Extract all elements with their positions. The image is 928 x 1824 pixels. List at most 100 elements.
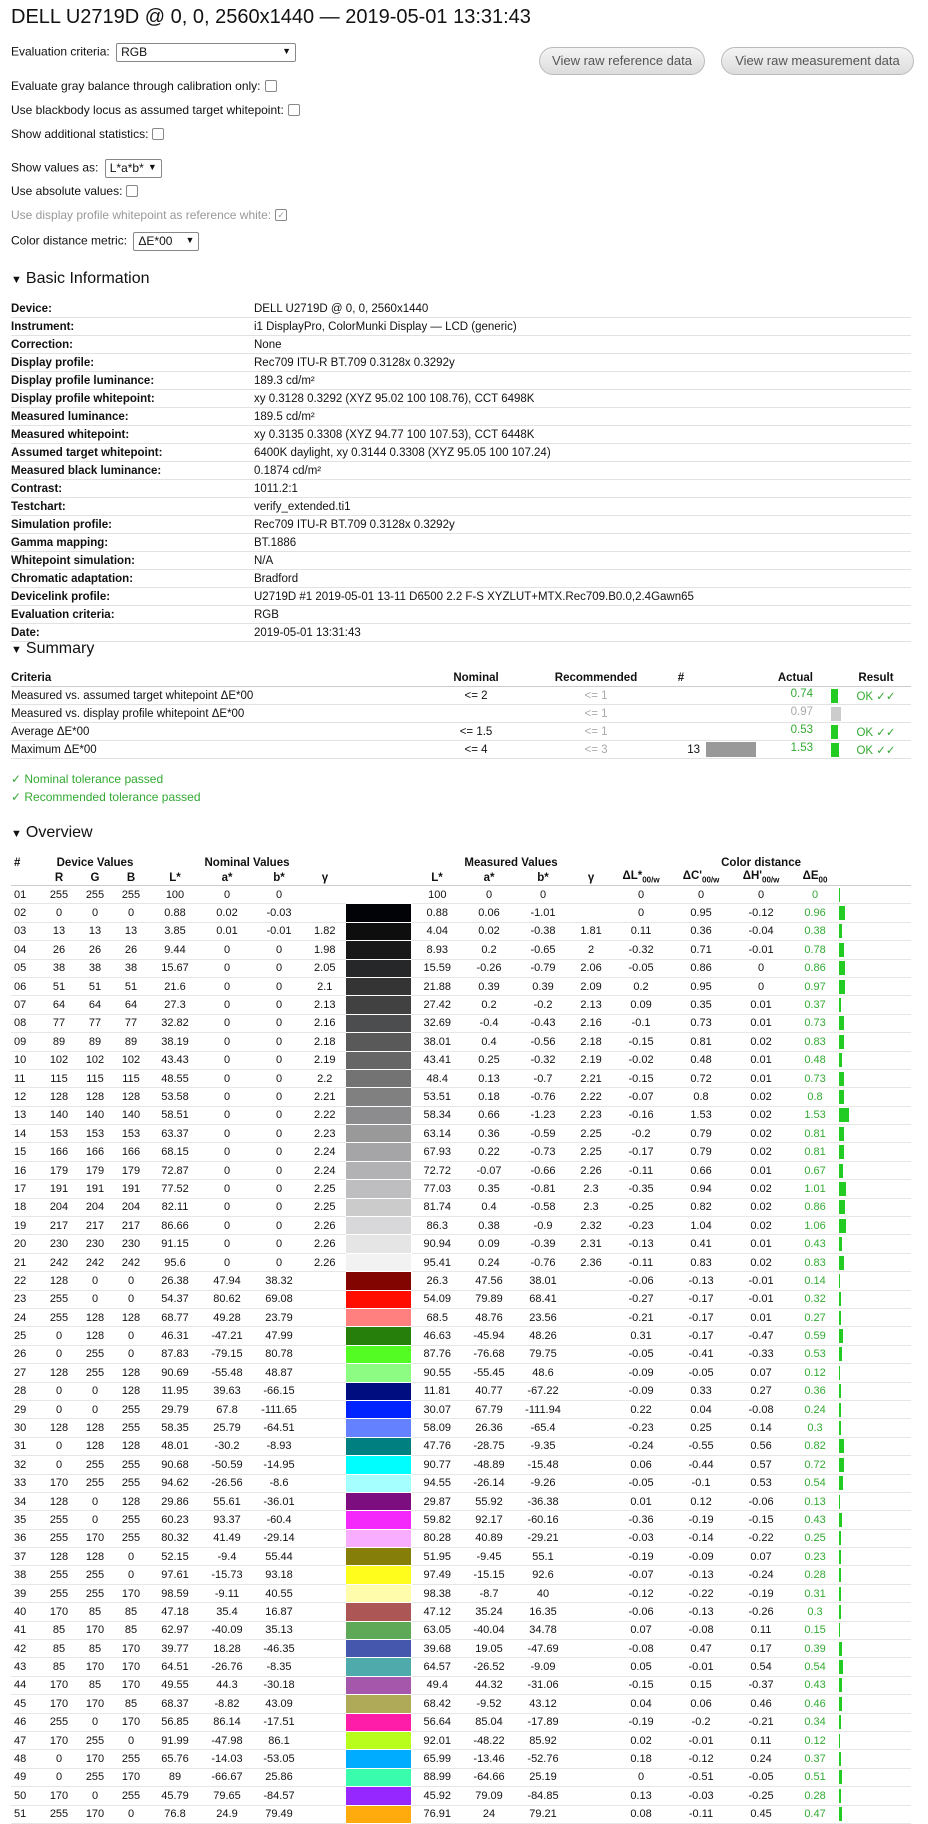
delta-e-bar-cell xyxy=(839,1363,912,1383)
nominal-gamma: 2.26 xyxy=(305,1253,346,1273)
info-value: 1011.2:1 xyxy=(254,479,911,498)
additional-stats-checkbox[interactable] xyxy=(152,127,165,140)
summary-count xyxy=(656,704,706,723)
measured-a: -48.89 xyxy=(463,1455,516,1475)
delta-l: -0.19 xyxy=(611,1713,672,1732)
delta-e: 1.06 xyxy=(791,1216,840,1236)
nominal-a: 0 xyxy=(201,1216,253,1236)
nominal-gamma xyxy=(305,1676,346,1696)
delta-e: 0.51 xyxy=(791,1768,840,1788)
info-value: xy 0.3128 0.3292 (XYZ 95.02 100 108.76),… xyxy=(254,389,911,408)
delta-e-bar-cell xyxy=(839,1216,912,1236)
measured-gamma xyxy=(571,1786,612,1806)
measured-b: 68.41 xyxy=(515,1290,572,1309)
measured-l: 87.76 xyxy=(411,1345,464,1365)
nominal-b: 0 xyxy=(253,885,305,905)
show-values-select[interactable]: L*a*b* ▼ xyxy=(104,159,162,178)
color-distance-metric-control: Color distance metric: ΔE*00 ▼ xyxy=(11,232,200,251)
overview-row: 08 77 77 77 32.82 0 0 2.16 32.69 -0.4 -0.43 2.16 -0.… xyxy=(11,1013,912,1034)
delta-c: -0.13 xyxy=(671,1565,732,1585)
nominal-l: 90.68 xyxy=(149,1455,201,1475)
nominal-l: 65.76 xyxy=(149,1749,201,1769)
nominal-gamma: 2.24 xyxy=(305,1142,346,1162)
nominal-gamma: 2.18 xyxy=(305,1032,346,1052)
absolute-values-checkbox[interactable] xyxy=(126,184,139,197)
device-r: 128 xyxy=(41,1363,77,1383)
delta-e-bar-cell xyxy=(839,1198,912,1218)
overview-row: 05 38 38 38 15.67 0 0 2.05 15.59 -0.26 -0.79 2.06 -0… xyxy=(11,958,912,978)
overview-row: 17 191 191 191 77.52 0 0 2.25 77.03 0.35 -0.81 2.3-… xyxy=(11,1179,912,1199)
device-g: 85 xyxy=(77,1639,113,1659)
device-b: 255 xyxy=(113,885,149,905)
gray-balance-checkbox[interactable] xyxy=(264,79,277,92)
delta-c: 0.04 xyxy=(671,1400,732,1420)
delta-e: 0.28 xyxy=(791,1565,840,1585)
delta-c: 0.82 xyxy=(671,1198,732,1218)
nominal-a: -47.21 xyxy=(201,1326,253,1346)
measured-b: 38.01 xyxy=(515,1271,572,1291)
device-b: 13 xyxy=(113,922,149,942)
delta-e: 0.13 xyxy=(791,1492,840,1512)
delta-e: 0.27 xyxy=(791,1308,840,1328)
nominal-a: 41.49 xyxy=(201,1529,253,1549)
patch-number: 46 xyxy=(11,1713,41,1732)
evaluation-criteria-select[interactable]: RGB ▼ xyxy=(116,43,297,62)
delta-e: 0.83 xyxy=(791,1253,840,1273)
nominal-a: 0 xyxy=(201,1106,253,1126)
info-value: N/A xyxy=(254,551,911,570)
patch-number: 07 xyxy=(11,995,41,1015)
delta-e-bar xyxy=(839,1402,841,1417)
profile-whitepoint-checkbox[interactable]: ✓ xyxy=(275,208,288,221)
delta-e: 0 xyxy=(791,885,840,905)
recommended-pass-message: ✓ Recommended tolerance passed xyxy=(11,790,201,804)
delta-e-bar xyxy=(839,1715,842,1730)
patch-number: 14 xyxy=(11,1124,41,1144)
delta-c: -0.03 xyxy=(671,1786,732,1806)
measured-b: -60.16 xyxy=(515,1510,572,1530)
patch-number: 33 xyxy=(11,1474,41,1493)
measured-a: 92.17 xyxy=(463,1510,516,1530)
device-b: 255 xyxy=(113,1455,149,1475)
device-b: 170 xyxy=(113,1713,149,1732)
device-g: 255 xyxy=(77,1455,113,1475)
info-key: Display profile luminance: xyxy=(11,371,254,390)
nominal-a: 0 xyxy=(201,995,253,1015)
patch-number: 30 xyxy=(11,1418,41,1438)
device-g: 85 xyxy=(77,1602,113,1622)
patch-number: 08 xyxy=(11,1014,41,1034)
measured-b: 79.21 xyxy=(515,1805,572,1824)
device-b: 0 xyxy=(113,903,149,923)
delta-l: 0.04 xyxy=(611,1694,672,1714)
overview-heading[interactable]: ▼ Overview xyxy=(11,824,93,841)
view-raw-reference-button[interactable]: View raw reference data xyxy=(539,47,705,75)
patch-number: 21 xyxy=(11,1253,41,1273)
summary-heading[interactable]: ▼ Summary xyxy=(11,640,95,657)
overview-row: 20 230 230 230 91.15 0 0 2.26 90.94 0.09 -0.39 2.31… xyxy=(11,1234,912,1254)
delta-h: 0.02 xyxy=(731,1087,792,1107)
measured-a: 0.39 xyxy=(463,977,516,997)
nominal-l: 29.79 xyxy=(149,1400,201,1420)
nominal-l: 80.32 xyxy=(149,1529,201,1549)
nominal-l: 94.62 xyxy=(149,1474,201,1493)
delta-h: 0.11 xyxy=(731,1731,792,1751)
overview-row: 51 255 170 0 76.8 24.9 79.49 76.91 24 79.21 0.08 -0… xyxy=(11,1804,912,1824)
view-raw-measurement-button[interactable]: View raw measurement data xyxy=(721,47,914,75)
blackbody-checkbox[interactable] xyxy=(287,103,300,116)
basic-information-heading[interactable]: ▼ Basic Information xyxy=(11,270,150,287)
measured-gamma xyxy=(571,903,612,923)
color-distance-metric-select[interactable]: ΔE*00 ▼ xyxy=(133,232,200,251)
patch-number: 16 xyxy=(11,1161,41,1181)
nominal-l: 68.37 xyxy=(149,1694,201,1714)
delta-e-bar xyxy=(839,1255,845,1270)
nominal-l: 39.77 xyxy=(149,1639,201,1659)
device-g: 26 xyxy=(77,940,113,960)
nominal-gamma xyxy=(305,1326,346,1346)
delta-h: -0.06 xyxy=(731,1492,792,1512)
overview-row: 32 0 255 255 90.68 -50.59 -14.95 90.77 -48.89 -15… xyxy=(11,1455,912,1475)
measured-l: 30.07 xyxy=(411,1400,464,1420)
patch-number: 32 xyxy=(11,1455,41,1475)
measured-gamma xyxy=(571,1657,612,1677)
measured-a: -40.04 xyxy=(463,1621,516,1641)
nominal-a: 93.37 xyxy=(201,1510,253,1530)
delta-e: 0.31 xyxy=(791,1584,840,1604)
